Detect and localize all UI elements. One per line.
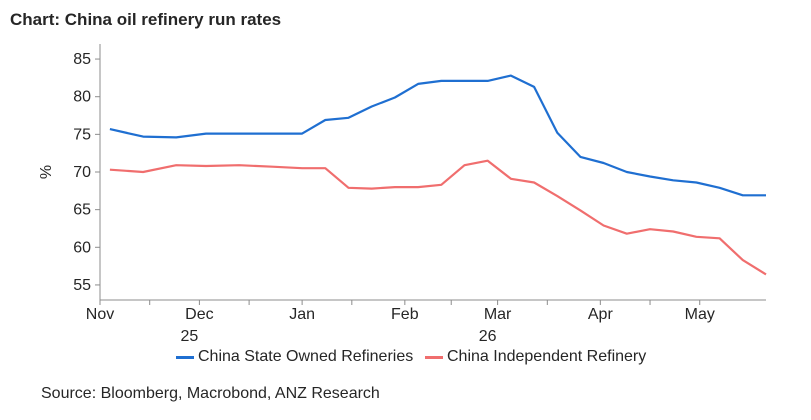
legend-item-state-owned: China State Owned Refineries	[176, 348, 413, 366]
chart-title: Chart: China oil refinery run rates	[10, 10, 282, 29]
legend-label-independent: China Independent Refinery	[447, 348, 647, 365]
x-tick-label: Apr	[588, 306, 614, 323]
y-tick-label: 85	[73, 51, 91, 68]
x-tick-label: Mar	[484, 306, 512, 323]
x-tick-sublabel: 25	[181, 328, 199, 345]
y-tick-label: 65	[73, 202, 91, 219]
y-tick-label: 75	[73, 126, 91, 143]
legend-label-state-owned: China State Owned Refineries	[198, 348, 414, 365]
series-line-0	[109, 74, 766, 197]
y-tick-label: 55	[73, 277, 91, 294]
legend-swatch-independent	[425, 355, 443, 359]
x-tick-label: May	[685, 306, 715, 323]
y-tick-label: 60	[73, 239, 91, 256]
x-tick-sublabel: 26	[479, 328, 497, 345]
x-tick-label: Nov	[86, 306, 114, 323]
legend-swatch-state-owned	[176, 355, 194, 359]
y-tick-label: 70	[73, 164, 91, 181]
x-tick-label: Feb	[391, 306, 419, 323]
x-tick-label: Dec	[185, 306, 213, 323]
x-tick-label: Jan	[289, 306, 315, 323]
chart-plot: 55 60 65 70 75 80 85% Nov Dec 25 Jan Feb Mar 26 Apr May	[38, 44, 767, 345]
y-tick-label: 80	[73, 89, 91, 106]
chart-legend: China State Owned Refineries China Indep…	[0, 348, 811, 372]
legend-item-independent: China Independent Refinery	[425, 348, 646, 366]
series-line-1	[109, 159, 767, 276]
chart-source: Source: Bloomberg, Macrobond, ANZ Resear…	[41, 385, 380, 402]
y-axis-label: %	[38, 165, 55, 179]
